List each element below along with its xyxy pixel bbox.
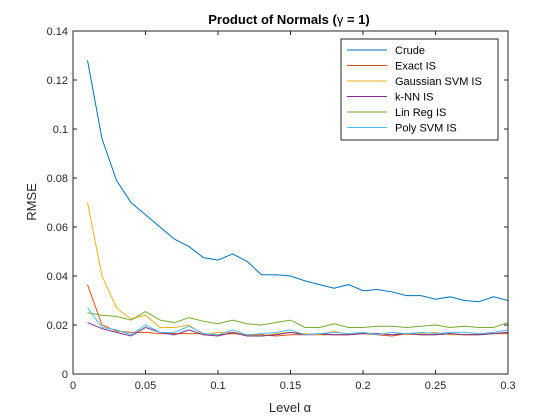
legend-label: Crude xyxy=(395,45,425,57)
legend-label: k-NN IS xyxy=(395,92,434,104)
y-tick-label: 0 xyxy=(62,369,68,381)
x-tick-label: 0.1 xyxy=(210,380,225,392)
series-line-poly-svm-is xyxy=(87,307,509,336)
series-line-crude xyxy=(87,60,509,303)
y-tick-label: 0.14 xyxy=(47,26,68,38)
axes: 0 0.05 0.1 0.15 0.2 0.25 0.3 0 0.02 0.04 0.06 0.08 0… xyxy=(47,26,516,392)
x-tick-label: 0.15 xyxy=(280,380,301,392)
x-tick-label: 0.3 xyxy=(500,380,515,392)
x-tick-label: 0.05 xyxy=(135,380,156,392)
legend-label: Lin Reg IS xyxy=(395,107,446,119)
legend-label: Poly SVM IS xyxy=(395,123,457,135)
y-axis-label: RMSE xyxy=(24,183,39,221)
legend-label: Exact IS xyxy=(395,61,436,73)
series-lines xyxy=(87,60,509,337)
x-tick-label: 0 xyxy=(70,380,76,392)
plot-frame xyxy=(72,30,509,375)
x-tick-label: 0.2 xyxy=(355,380,370,392)
y-tick-label: 0.12 xyxy=(47,75,68,87)
y-tick-label: 0.06 xyxy=(47,222,68,234)
x-axis-label: Level α xyxy=(269,400,312,415)
y-tick-label: 0.02 xyxy=(47,320,68,332)
y-tick-label: 0.1 xyxy=(53,124,68,136)
x-tick-label: 0.25 xyxy=(425,380,446,392)
legend-box xyxy=(340,38,499,141)
series-line-lin-reg-is xyxy=(87,310,509,328)
y-tick-label: 0.04 xyxy=(47,271,68,283)
legend: Crude Exact IS Gaussian SVM IS k-NN IS Lin R… xyxy=(340,38,499,141)
chart-title: Product of Normals (γ = 1) xyxy=(208,12,369,27)
series-line-gaussian-svm-is xyxy=(87,202,509,337)
legend-label: Gaussian SVM IS xyxy=(395,76,482,88)
y-tick-label: 0.08 xyxy=(47,173,68,185)
